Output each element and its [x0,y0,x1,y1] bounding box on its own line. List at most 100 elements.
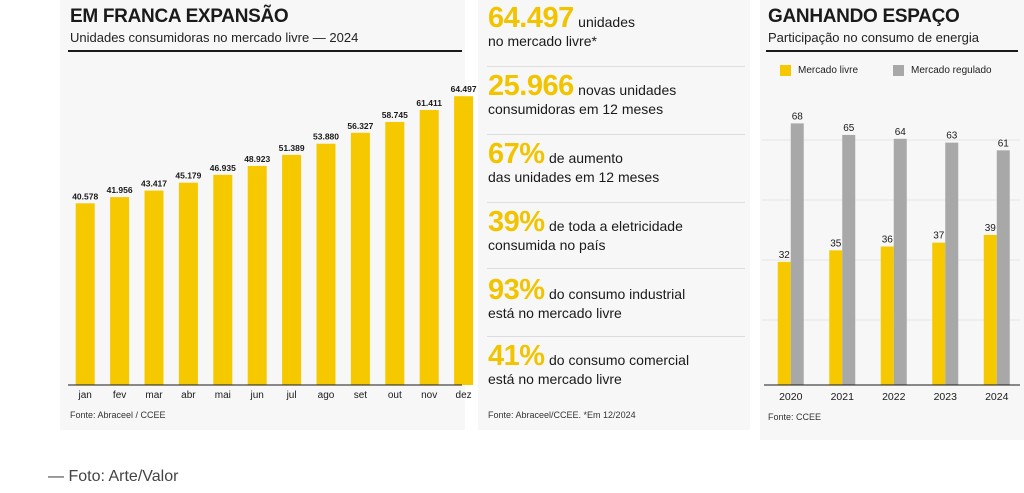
stat-2-value: 25.966 [488,70,574,102]
data-label-regulado-2023: 63 [946,131,958,142]
data-label-regulado-2024: 61 [998,138,1010,149]
data-label-regulado-2021: 65 [843,123,855,134]
stat-2: 25.966 novas unidades consumidoras em 12… [488,70,743,117]
data-label-dez: 64.497 [451,84,477,94]
bar-livre-2022 [880,246,894,385]
stat-5-text-2: está no mercado livre [488,305,622,321]
stat-1-value: 64.497 [488,2,574,34]
x-tick-2022: 2022 [882,391,906,403]
bar-livre-2023 [932,242,946,385]
stat-separator [487,134,745,135]
x-tick-mar: mar [145,390,163,401]
x-tick-set: set [354,390,368,401]
bar-dez [454,96,474,386]
stat-separator [487,66,745,67]
bar-set [350,132,370,385]
stat-4-text-2: consumida no país [488,237,606,253]
stat-6: 41% do consumo comercial está no mercado… [488,340,743,387]
x-tick-jul: jul [286,390,297,401]
bar-regulado-2023 [945,142,959,385]
stat-6-value: 41% [488,340,545,372]
bar-mai [213,174,233,385]
bar-fev [110,197,130,385]
energy-share-bar-chart: 32 68 2020 35 65 2021 36 64 2022 37 63 2023 39 61 2024 [762,111,1020,403]
right-chart-subtitle: Participação no consumo de energia [768,30,980,45]
stat-1: 64.497 unidades no mercado livre* [488,2,743,49]
data-label-mar: 43.417 [141,179,167,189]
left-chart-source: Fonte: Abraceel / CCEE [70,410,166,420]
stat-1-text-2: no mercado livre* [488,33,597,49]
data-label-regulado-2020: 68 [792,111,804,122]
bar-abr [178,182,198,385]
monthly-units-bar-chart: 40.578 jan 41.956 fev 43.417 mar 45.179 abr 46.9… [68,84,477,401]
bar-livre-2020 [777,261,791,385]
bar-mar [144,190,164,385]
right-chart-source: Fonte: CCEE [768,412,822,422]
data-label-livre-2023: 37 [933,231,945,242]
stat-4: 39% de toda a eletricidade consumida no … [488,206,743,253]
stat-3-text-2: das unidades em 12 meses [488,169,660,185]
x-tick-nov: nov [421,390,437,401]
x-tick-mai: mai [215,390,231,401]
x-tick-2020: 2020 [779,391,803,403]
data-label-livre-2022: 36 [882,235,894,246]
data-label-mai: 46.935 [210,163,236,173]
data-label-set: 56.327 [347,121,373,131]
bar-nov [419,110,439,385]
middle-panel [478,0,750,430]
left-chart-title: EM FRANCA EXPANSÃO [70,6,289,27]
data-label-jan: 40.578 [72,191,98,201]
left-title-rule [68,50,462,52]
stat-4-value: 39% [488,206,545,238]
stat-1-text: unidades [578,14,635,30]
data-label-livre-2024: 39 [985,223,997,234]
stat-3: 67% de aumento das unidades em 12 meses [488,138,743,185]
bar-regulado-2021 [842,134,856,385]
stat-separator [487,336,745,337]
left-chart-subtitle: Unidades consumidoras no mercado livre —… [70,30,359,45]
bar-regulado-2022 [893,138,907,385]
data-label-regulado-2022: 64 [895,127,907,138]
stat-separator [487,268,745,269]
bar-regulado-2024 [996,150,1010,385]
data-label-nov: 61.411 [416,98,442,108]
stat-5-value: 93% [488,274,545,306]
data-label-fev: 41.956 [107,185,133,195]
x-tick-dez: dez [456,390,472,401]
legend-label-mercado-regulado: Mercado regulado [911,65,992,76]
data-label-jun: 48.923 [244,154,270,164]
data-label-abr: 45.179 [175,171,201,181]
data-label-ago: 53.880 [313,132,339,142]
data-label-livre-2020: 32 [779,250,791,261]
x-tick-2023: 2023 [934,391,958,403]
x-tick-out: out [388,390,402,401]
x-tick-ago: ago [318,390,335,401]
bar-ago [316,143,336,385]
legend-swatch-mercado-regulado [893,65,904,76]
x-tick-2021: 2021 [831,391,855,403]
data-label-out: 58.745 [382,110,408,120]
x-tick-fev: fev [113,390,126,401]
stat-4-text: de toda a eletricidade [549,218,683,234]
bar-jan [75,203,95,385]
stat-6-text: do consumo comercial [549,352,690,368]
bar-jun [247,165,267,385]
right-chart-title: GANHANDO ESPAÇO [768,6,960,27]
bar-jul [282,154,302,385]
legend-swatch-mercado-livre [780,65,791,76]
stat-5: 93% do consumo industrial está no mercad… [488,274,743,321]
stat-separator [487,202,745,203]
stat-2-text-2: consumidoras em 12 meses [488,101,664,117]
stat-3-text: de aumento [549,150,623,166]
bar-livre-2021 [829,250,843,385]
stat-3-value: 67% [488,138,545,170]
data-label-jul: 51.389 [279,143,305,153]
x-tick-jun: jun [250,390,264,401]
middle-source: Fonte: Abraceel/CCEE. *Em 12/2024 [488,410,636,420]
stat-6-text-2: está no mercado livre [488,371,622,387]
data-label-livre-2021: 35 [830,238,842,249]
photo-caption: — Foto: Arte/Valor [48,468,179,485]
bar-regulado-2020 [790,123,804,385]
x-tick-2024: 2024 [985,391,1009,403]
stat-2-text: novas unidades [578,82,677,98]
